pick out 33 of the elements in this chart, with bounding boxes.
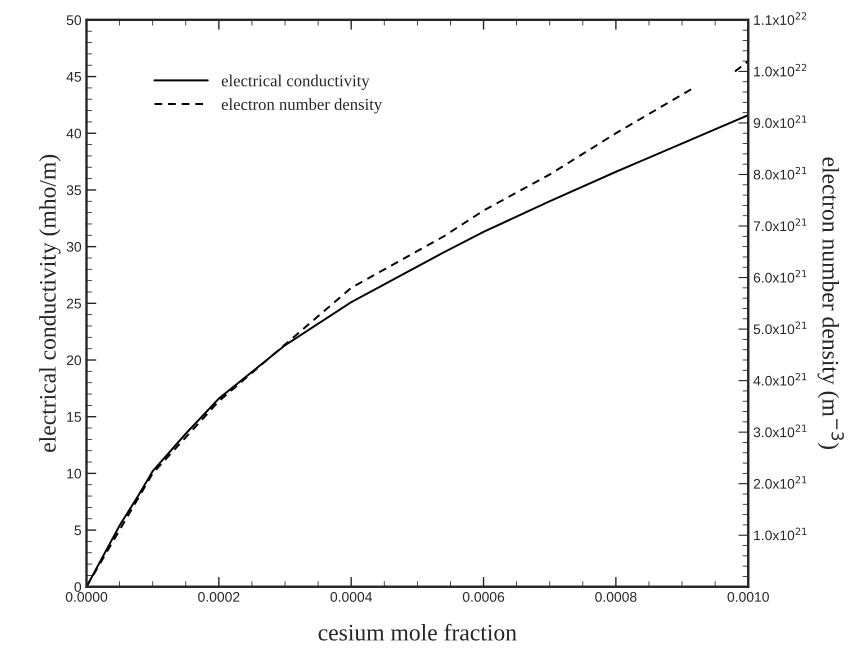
x-tick-label: 0.0006 bbox=[462, 592, 504, 602]
y-tick-label: 5 bbox=[74, 526, 82, 536]
y2-tick-label: 9.0x10$^{21}$ bbox=[754, 115, 806, 128]
y-tick-label: 20 bbox=[66, 355, 82, 366]
y2-tick-label: 1.0x10$^{21}$ bbox=[754, 528, 806, 540]
legend-label: electron number density bbox=[222, 98, 382, 114]
y2-tick-label: 3.0x10$^{21}$ bbox=[754, 424, 806, 438]
x-axis-title: cesium mole fraction bbox=[318, 624, 517, 641]
y-axis-title: electrical conductivity (mho/m) bbox=[39, 154, 61, 452]
y2-tick-label: 6.0x10$^{21}$ bbox=[754, 270, 806, 283]
y-tick-label: 40 bbox=[66, 128, 82, 138]
y-tick-label: 0 bbox=[74, 582, 82, 592]
y-tick-label: 25 bbox=[66, 298, 82, 308]
y2-tick-label: 2.0x10$^{21}$ bbox=[754, 476, 806, 489]
y2-tick-label: 4.0x10$^{21}$ bbox=[753, 373, 806, 386]
x-tick-label: 0.0010 bbox=[728, 592, 769, 602]
y-tick-label: 10 bbox=[67, 468, 82, 479]
y-tick-label: 15 bbox=[67, 412, 82, 422]
x-tick-label: 0.0002 bbox=[198, 592, 240, 602]
y2-tick-label: 1.1x10$^{22}$ bbox=[754, 12, 806, 25]
y2-tick-label: 8.0x10$^{21}$ bbox=[754, 166, 806, 180]
y2-tick-label: 7.0x10$^{21}$ bbox=[754, 218, 806, 232]
y-tick-label: 30 bbox=[66, 242, 82, 252]
y-tick-label: 35 bbox=[66, 185, 82, 196]
x-tick-label: 0.0008 bbox=[595, 592, 637, 602]
y2-axis-title: electron number density (m$^{−3}$) bbox=[818, 158, 844, 449]
y-tick-label: 45 bbox=[66, 72, 82, 82]
y-tick-label: 50 bbox=[66, 15, 82, 26]
legend-label: electrical conductivity bbox=[222, 74, 370, 90]
y2-tick-label: 5.0x10$^{21}$ bbox=[754, 321, 806, 334]
x-tick-label: 0.0004 bbox=[330, 592, 372, 602]
y2-tick-label: 1.0x10$^{22}$ bbox=[754, 64, 806, 76]
x-tick-label: 0.0000 bbox=[66, 592, 108, 602]
